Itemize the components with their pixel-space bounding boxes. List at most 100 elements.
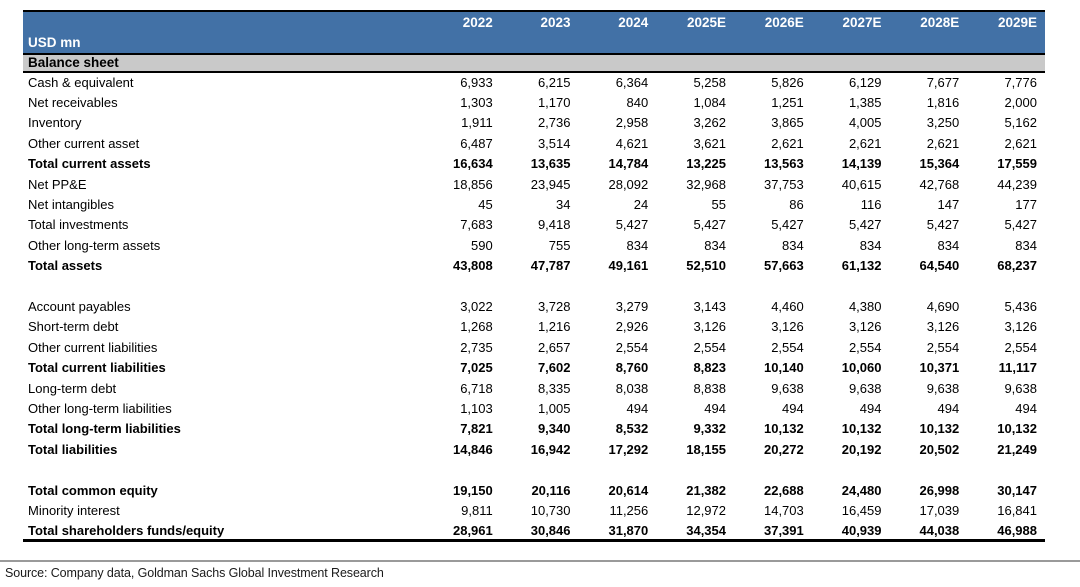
cell-value <box>501 459 579 479</box>
table-row: Total investments 7,683 9,418 5,427 5,427 5,4… <box>23 215 1045 235</box>
cell-value: 3,143 <box>693 298 726 314</box>
cell-value: 10,132 <box>841 421 882 437</box>
cell-value: 16,942 <box>530 441 571 457</box>
table-row: Cash & equivalent 6,933 6,215 6,364 5,258 5,8… <box>23 72 1045 92</box>
table-row: Account payables 3,022 3,728 3,279 3,143 4,46… <box>23 296 1045 316</box>
cell-value: 11,256 <box>609 502 649 518</box>
cell-value: 5,427 <box>615 217 649 233</box>
cell-value <box>812 459 890 479</box>
cell-value: 6,933 <box>460 75 493 91</box>
row-label: Total current assets <box>28 156 151 172</box>
table-body: Balance sheet Cash & equivalent 6,933 6,21… <box>23 54 1045 543</box>
cell-value: 3,262 <box>693 115 726 131</box>
cell-value: 6,718 <box>460 380 493 396</box>
section-header-label: Balance sheet <box>23 54 1045 73</box>
spacer-row <box>23 459 1045 479</box>
cell-value: 494 <box>704 400 726 416</box>
cell-value: 37,753 <box>763 176 804 192</box>
cell-value: 17,292 <box>608 441 649 457</box>
unit-label: USD mn <box>28 35 81 50</box>
cell-value <box>423 459 501 479</box>
cell-value: 2,958 <box>615 115 649 131</box>
column-header-2029e: 2029E <box>967 10 1045 55</box>
row-label: Total assets <box>28 258 103 274</box>
cell-value: 24 <box>633 197 649 213</box>
table-row: Long-term debt 6,718 8,335 8,038 8,838 9,638 9… <box>23 378 1045 398</box>
table-row: Total current liabilities 7,025 7,602 8,760… <box>23 357 1045 377</box>
cell-value: 8,038 <box>615 380 649 396</box>
cell-value: 3,126 <box>848 319 882 335</box>
cell-value: 44,038 <box>889 520 968 543</box>
cell-value: 17,039 <box>919 502 960 518</box>
cell-value: 9,418 <box>537 217 571 233</box>
cell-value: 47,787 <box>530 258 571 274</box>
cell-value: 5,162 <box>1004 115 1037 131</box>
cell-value: 13,635 <box>530 156 571 172</box>
cell-value: 20,272 <box>763 441 804 457</box>
cell-value: 4,460 <box>771 298 804 314</box>
cell-value: 30,147 <box>997 482 1037 498</box>
cell-value: 9,638 <box>771 380 804 396</box>
cell-value: 8,335 <box>537 380 571 396</box>
cell-value: 2,554 <box>1004 339 1037 355</box>
cell-value: 15,364 <box>919 156 960 172</box>
row-label: Other current asset <box>28 135 140 151</box>
cell-value: 4,380 <box>848 298 882 314</box>
cell-value <box>812 276 890 296</box>
row-label: Total investments <box>28 217 129 233</box>
cell-value: 7,677 <box>926 75 960 91</box>
cell-value: 1,084 <box>693 95 726 111</box>
cell-value: 2,926 <box>615 319 649 335</box>
cell-value: 18,856 <box>452 176 493 192</box>
cell-value: 1,816 <box>926 95 960 111</box>
cell-value <box>734 459 812 479</box>
cell-value: 9,638 <box>1004 380 1037 396</box>
cell-value: 9,638 <box>848 380 882 396</box>
cell-value: 14,846 <box>452 441 493 457</box>
cell-value: 64,540 <box>919 258 960 274</box>
source-attribution: Source: Company data, Goldman Sachs Glob… <box>5 566 384 580</box>
cell-value: 11,117 <box>998 360 1037 376</box>
cell-value: 1,005 <box>537 400 571 416</box>
cell-value: 42,768 <box>919 176 960 192</box>
cell-value: 61,132 <box>841 258 882 274</box>
table-row: Short-term debt 1,268 1,216 2,926 3,126 3,126… <box>23 317 1045 337</box>
cell-value: 1,385 <box>848 95 882 111</box>
balance-sheet-table-container: USD mn 2022 2023 2024 2025E 2026E 2027E … <box>23 10 1045 543</box>
cell-value: 8,838 <box>693 380 726 396</box>
row-label: Total long-term liabilities <box>28 421 181 437</box>
column-header-2023: 2023 <box>500 10 579 55</box>
cell-value: 7,025 <box>460 360 493 376</box>
footer-divider <box>0 560 1080 562</box>
row-label: Account payables <box>28 298 131 314</box>
cell-value: 23,945 <box>530 176 571 192</box>
cell-value: 5,427 <box>926 217 960 233</box>
cell-value: 2,000 <box>1004 95 1037 111</box>
cell-value: 8,760 <box>615 360 649 376</box>
cell-value: 28,092 <box>608 176 649 192</box>
table-row: Net PP&E 18,856 23,945 28,092 32,968 37,753 40… <box>23 174 1045 194</box>
cell-value: 834 <box>937 237 960 253</box>
cell-value: 34,354 <box>656 520 734 543</box>
cell-value: 177 <box>1015 197 1037 213</box>
cell-value: 5,436 <box>1004 298 1037 314</box>
cell-value: 49,161 <box>608 258 649 274</box>
cell-value <box>423 276 501 296</box>
row-label <box>23 459 423 479</box>
row-label: Cash & equivalent <box>28 75 134 91</box>
cell-value: 755 <box>548 237 571 253</box>
cell-value: 834 <box>859 237 882 253</box>
cell-value: 3,126 <box>926 319 960 335</box>
cell-value: 5,258 <box>693 75 726 91</box>
cell-value: 494 <box>626 400 649 416</box>
cell-value: 20,116 <box>531 482 571 498</box>
header-row: USD mn 2022 2023 2024 2025E 2026E 2027E … <box>23 10 1045 55</box>
cell-value: 2,621 <box>848 135 882 151</box>
cell-value: 20,614 <box>608 482 649 498</box>
cell-value: 16,459 <box>841 502 882 518</box>
cell-value: 3,728 <box>537 298 571 314</box>
column-header-2025e: 2025E <box>656 10 734 55</box>
cell-value: 3,126 <box>771 319 804 335</box>
row-label: Short-term debt <box>28 319 119 335</box>
cell-value <box>656 459 734 479</box>
